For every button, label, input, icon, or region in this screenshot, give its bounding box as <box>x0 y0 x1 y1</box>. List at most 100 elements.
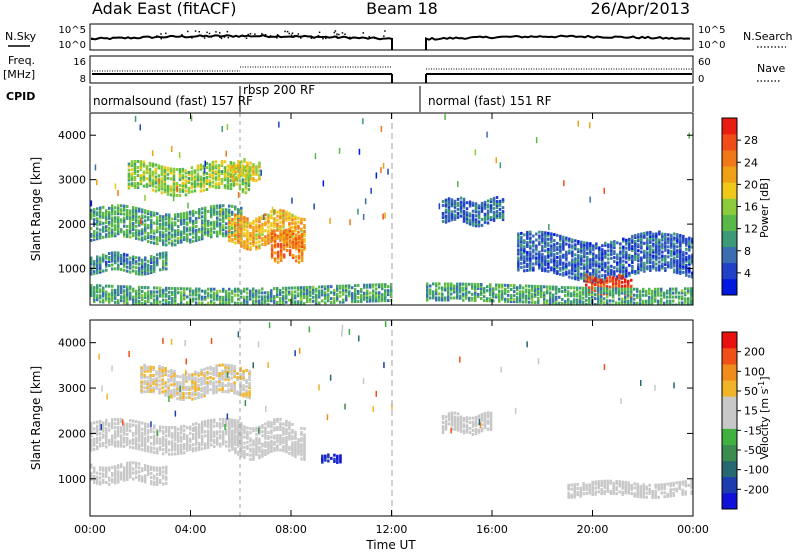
echo-cell <box>559 242 562 246</box>
echo-cell <box>591 287 594 291</box>
echo-cell <box>661 262 664 266</box>
echo-cell <box>492 293 495 297</box>
echo-cell <box>474 224 478 228</box>
echo-cell <box>222 440 225 444</box>
echo-cell <box>640 250 643 254</box>
echo-cell <box>114 255 117 259</box>
echo-cell <box>573 294 576 298</box>
echo-cell <box>670 237 673 241</box>
echo-cell <box>217 182 221 185</box>
echo-cell <box>232 183 236 187</box>
echo-cell <box>135 220 138 224</box>
echo-cell <box>279 258 283 262</box>
echo-cell <box>111 267 114 271</box>
echo-cell <box>139 174 143 178</box>
echo-cell <box>249 245 252 249</box>
echo-cell <box>306 286 309 289</box>
echo-cell <box>114 444 117 448</box>
echo-cell <box>667 255 670 259</box>
echo-cell <box>324 301 327 305</box>
echo-cell <box>96 259 99 263</box>
echo-cell <box>114 261 117 265</box>
echo-cell <box>162 267 165 271</box>
echo-cell <box>568 237 571 241</box>
echo-cell <box>678 301 681 305</box>
echo-cell <box>577 272 580 276</box>
echo-cell <box>190 174 194 178</box>
colorbar-segment <box>722 118 737 135</box>
echo-cell <box>522 292 525 296</box>
echo-cell <box>450 286 453 290</box>
nsky-dot <box>245 37 248 39</box>
echo-cell <box>207 443 210 447</box>
echo-cell <box>165 263 168 267</box>
echo-cell <box>624 301 627 305</box>
echo-cell <box>201 223 204 227</box>
echo-cell <box>189 293 192 297</box>
echo-cell <box>151 150 154 157</box>
echo-cell <box>606 295 609 299</box>
echo-cell <box>200 372 203 376</box>
echo-cell <box>450 218 454 222</box>
echo-cell <box>182 387 185 391</box>
echo-cell <box>150 294 153 298</box>
echo-cell <box>117 293 120 297</box>
echo-cell <box>646 253 649 257</box>
echo-cell <box>285 218 288 222</box>
echo-cell <box>314 153 317 160</box>
echo-cell <box>550 248 553 252</box>
nsky-dot <box>220 37 223 40</box>
echo-cell <box>330 285 333 289</box>
echo-cell <box>246 161 249 165</box>
echo-cell <box>495 214 499 217</box>
echo-cell <box>532 256 535 260</box>
echo-cell <box>144 231 147 235</box>
echo-cell <box>381 295 384 299</box>
echo-cell <box>276 293 279 296</box>
echo-cell <box>197 392 200 396</box>
echo-cell <box>222 301 225 305</box>
echo-cell <box>562 243 565 247</box>
echo-cell <box>492 214 496 218</box>
echo-cell <box>198 445 201 449</box>
echo-cell <box>90 262 93 266</box>
echo-cell <box>207 441 210 445</box>
echo-cell <box>667 245 670 249</box>
echo-cell <box>643 235 646 239</box>
echo-cell <box>120 434 123 438</box>
echo-cell <box>297 220 300 224</box>
echo-cell <box>684 291 687 295</box>
echo-cell <box>664 238 667 242</box>
echo-cell <box>222 430 225 434</box>
echo-cell <box>594 279 597 283</box>
echo-cell <box>327 285 330 289</box>
echo-cell <box>634 246 637 249</box>
echo-cell <box>538 254 541 258</box>
echo-cell <box>194 380 197 384</box>
echo-cell <box>204 160 206 167</box>
echo-cell <box>624 299 627 303</box>
echo-cell <box>261 228 264 232</box>
echo-cell <box>673 246 676 250</box>
echo-cell <box>645 289 648 293</box>
echo-cell <box>426 296 429 300</box>
echo-cell <box>195 438 198 442</box>
echo-cell <box>169 189 173 193</box>
echo-cell <box>687 287 690 291</box>
echo-cell <box>201 227 204 231</box>
echo-cell <box>249 231 252 235</box>
echo-cell <box>459 210 463 214</box>
echo-cell <box>222 287 225 291</box>
echo-cell <box>477 287 480 290</box>
echo-cell <box>520 231 523 235</box>
echo-cell <box>567 290 570 294</box>
echo-cell <box>96 445 99 449</box>
echo-cell <box>228 233 231 237</box>
echo-cell <box>492 202 496 206</box>
echo-cell <box>285 234 288 238</box>
echo-cell <box>615 281 618 285</box>
echo-cell <box>149 375 152 379</box>
echo-cell <box>201 447 204 451</box>
echo-cell <box>215 368 218 372</box>
